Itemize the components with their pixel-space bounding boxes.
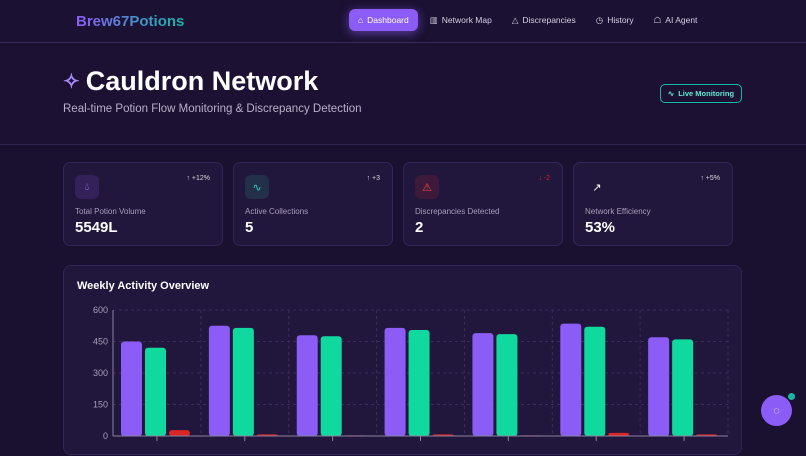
nav-label: Dashboard <box>367 15 409 25</box>
chat-button[interactable]: ◌ <box>761 395 792 426</box>
bar-series-2 <box>408 329 430 436</box>
nav-network-map[interactable]: ▥ Network Map <box>422 9 500 31</box>
chat-icon: ◌ <box>773 404 780 417</box>
nav-label: History <box>607 15 634 25</box>
logo[interactable]: Brew67Potions <box>76 12 185 30</box>
bar-series-1 <box>560 323 582 436</box>
bar-series-2 <box>232 327 254 436</box>
stat-label: Active Collections <box>245 207 309 216</box>
bar-series-2 <box>145 347 166 436</box>
stat-card-discrepancies: ⚠︎ ↓ -2 Discrepancies Detected 2 <box>403 162 563 246</box>
clock-icon: ◷ <box>595 14 604 25</box>
subtitle: Real-time Potion Flow Monitoring & Discr… <box>63 103 362 115</box>
stat-value: 5 <box>245 219 254 236</box>
bar-series-1 <box>208 325 230 436</box>
bar-series-3 <box>608 432 630 436</box>
live-monitoring-button[interactable]: ∿ Live Monitoring <box>660 84 742 103</box>
stat-value: 53% <box>585 219 616 236</box>
live-label: Live Monitoring <box>678 89 735 98</box>
y-tick-label: 300 <box>93 368 108 378</box>
stat-change: ↓ -2 <box>538 175 550 182</box>
alert-icon: ⚠︎ <box>415 175 439 199</box>
stat-value: 5549L <box>75 219 118 236</box>
stat-card-collections: ∿ ↑ +3 Active Collections 5 <box>233 162 393 246</box>
weekly-activity-chart: Weekly Activity Overview 0 150 300 450 600 <box>63 265 742 455</box>
nav-label: AI Agent <box>665 15 698 25</box>
stat-change: ↑ +3 <box>366 175 380 182</box>
bar-series-1 <box>648 337 670 436</box>
warning-icon: △ <box>511 14 519 25</box>
nav-ai-agent[interactable]: ☖ AI Agent <box>646 9 706 31</box>
bar-series-1 <box>384 327 406 436</box>
y-tick-label: 0 <box>103 431 108 441</box>
nav-label: Discrepancies <box>522 15 576 25</box>
nav-discrepancies[interactable]: △ Discrepancies <box>504 9 584 31</box>
trending-up-icon: ↗ <box>592 181 602 194</box>
bar-series-2 <box>496 334 518 436</box>
y-tick-label: 150 <box>93 400 108 410</box>
stat-change: ↑ +5% <box>700 175 720 182</box>
bar-chart: 0 150 300 450 600 <box>93 305 729 441</box>
y-tick-label: 600 <box>93 305 108 315</box>
y-tick-label: 450 <box>93 337 108 347</box>
bar-series-2 <box>584 326 606 436</box>
online-indicator <box>788 393 795 400</box>
hero <box>0 43 806 145</box>
nav-label: Network Map <box>441 15 492 25</box>
stat-label: Total Potion Volume <box>75 207 146 216</box>
nav-dashboard[interactable]: ⌂ Dashboard <box>349 9 418 31</box>
bar-series-1 <box>472 333 494 436</box>
bar-series-1 <box>296 335 318 436</box>
top-nav: Brew67Potions ⌂ Dashboard ▥ Network Map △ D… <box>0 0 806 43</box>
bot-icon: ☖ <box>653 14 662 25</box>
title-text: Cauldron Network <box>85 66 319 96</box>
nav-history[interactable]: ◷ History <box>588 9 642 31</box>
map-icon: ▥ <box>429 14 438 25</box>
activity-icon: ∿ <box>245 175 269 199</box>
stat-value: 2 <box>415 219 424 236</box>
chart-title: Weekly Activity Overview <box>77 280 210 292</box>
bar-series-3 <box>169 430 190 436</box>
stat-card-volume: 💧︎ ↑ +12% Total Potion Volume 5549L <box>63 162 223 246</box>
stat-card-efficiency: ↗ ↑ +5% Network Efficiency 53% <box>573 162 733 246</box>
sparkles-icon: ✧ <box>63 71 80 93</box>
bar-series-1 <box>121 341 142 436</box>
stat-label: Network Efficiency <box>585 207 651 216</box>
stat-label: Discrepancies Detected <box>415 207 500 216</box>
bar-series-2 <box>672 339 694 436</box>
activity-icon: ∿ <box>667 89 675 98</box>
home-icon: ⌂ <box>358 15 364 25</box>
droplet-icon: 💧︎ <box>75 175 99 199</box>
page-title: ✧ Cauldron Network <box>63 66 318 97</box>
stat-change: ↑ +12% <box>186 175 210 182</box>
bar-series-2 <box>320 336 342 436</box>
